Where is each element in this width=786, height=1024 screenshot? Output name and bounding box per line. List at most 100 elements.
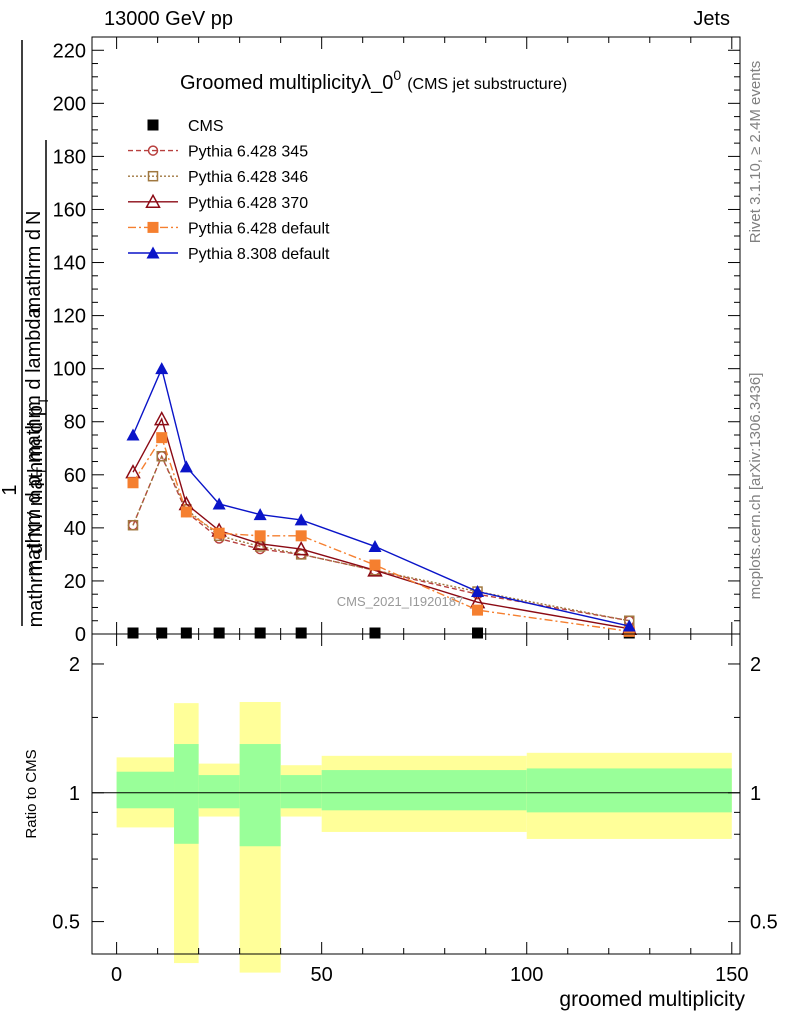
y-tick-label: 200 — [53, 93, 86, 115]
ratio-band-inner — [239, 744, 281, 847]
legend-p370-point — [145, 193, 161, 209]
p8def-point — [622, 619, 636, 632]
legend: CMS Pythia 6.428 345 Pythia 6.428 346 Pythi… — [128, 118, 330, 263]
p370-point — [293, 541, 309, 556]
p8def-point — [471, 585, 485, 598]
legend-label: Pythia 6.428 370 — [188, 195, 308, 212]
y-tick-label: 180 — [53, 146, 86, 168]
legend-item-p6def: Pythia 6.428 default — [128, 220, 330, 237]
y-tick-label: 220 — [53, 40, 86, 62]
p346-point — [127, 519, 139, 531]
ratio-y-tick-label: 0.5 — [52, 912, 80, 934]
p370-point — [153, 411, 170, 426]
p6def-point — [254, 530, 266, 542]
y-tick-label: 60 — [64, 465, 86, 487]
p6def-point — [369, 559, 381, 571]
cms-point — [472, 627, 484, 639]
y-tick-label: 120 — [53, 306, 86, 328]
ratio-band-inner — [526, 768, 732, 813]
ratio-y-tick-label: 1 — [69, 783, 80, 805]
ratio-band-inner — [174, 744, 199, 844]
p6def-point — [180, 506, 192, 518]
main-axis-ticks: 0 20 40 60 80 100 120 140 160 180 200 220 — [53, 36, 740, 646]
y-tick-label: 80 — [64, 412, 86, 434]
legend-p346-point — [147, 170, 159, 182]
p8def-point — [212, 497, 226, 510]
p8def-point — [294, 513, 308, 526]
ylabel-top-denominator: mathrm d pTmathrm d lambda — [23, 306, 49, 576]
cms-point — [180, 627, 192, 639]
analysis-watermark: CMS_2021_I1920187 — [337, 594, 464, 609]
x-tick-label: 100 — [510, 964, 543, 986]
cms-point — [369, 627, 381, 639]
ylabel-denominator: mathrm d N / mathrm d pT — [25, 396, 51, 627]
p370-point — [252, 535, 268, 551]
rivet-version-label: Rivet 3.1.10, ≥ 2.4M events — [747, 61, 764, 244]
x-tick-label: 0 — [111, 964, 122, 986]
legend-p345-point — [147, 145, 159, 156]
p6def-point — [127, 477, 139, 489]
ratio-y-tick-label-right: 1 — [750, 783, 761, 805]
legend-label: CMS — [188, 118, 224, 135]
x-tick-label: 50 — [311, 964, 333, 986]
legend-item-p345: Pythia 6.428 345 — [128, 144, 308, 161]
series-p8def — [126, 362, 636, 632]
cms-point — [254, 627, 266, 639]
legend-item-cms: CMS — [147, 118, 224, 135]
p8def-point — [155, 362, 169, 375]
p8def-point — [368, 539, 382, 552]
ratio-band-inner — [280, 775, 322, 809]
legend-item-p370: Pythia 6.428 370 — [128, 193, 308, 212]
main-panel: 0 20 40 60 80 100 120 140 160 180 200 220 — [53, 36, 741, 646]
cms-point — [295, 627, 307, 639]
legend-label: Pythia 6.428 default — [188, 220, 330, 237]
ratio-axis-ticks: 0.5 0.5 1 1 2 2 0 50 100 150 — [52, 634, 778, 986]
ratio-y-tick-label: 2 — [69, 654, 80, 676]
y-tick-label: 100 — [53, 359, 86, 381]
legend-label: Pythia 6.428 346 — [188, 169, 308, 186]
x-axis-label: groomed multiplicity — [559, 988, 745, 1011]
legend-item-p8def: Pythia 8.308 default — [128, 246, 330, 263]
p346-point — [156, 450, 167, 462]
p6def-point — [156, 432, 168, 444]
y-tick-label: 40 — [64, 518, 86, 540]
ratio-band-inner — [116, 771, 175, 809]
p8def-line — [132, 366, 630, 627]
p6def-point — [295, 530, 307, 542]
ratio-band-inner — [321, 770, 527, 811]
collision-energy-label: 13000 GeV pp — [104, 8, 233, 30]
ratio-y-tick-label-right: 2 — [750, 654, 761, 676]
analysis-group-label: Jets — [693, 8, 730, 30]
p6def-point — [213, 527, 225, 539]
y-tick-label: 20 — [64, 571, 86, 593]
ylabel-outer-numerator: 1 — [0, 484, 21, 495]
main-ylabel: mathrm dN mathrm d pTmathrm d lambda 1 — [0, 40, 49, 626]
mcplots-reference-label: mcplots.cern.ch [arXiv:1306.3436] — [747, 373, 764, 600]
legend-p8def-point — [146, 246, 160, 259]
legend-label: Pythia 8.308 default — [188, 246, 330, 263]
legend-p6def-point — [147, 221, 159, 233]
series-cms — [127, 627, 635, 639]
y-tick-label: 0 — [75, 624, 86, 646]
plot-title: Groomed multiplicityλ_00(CMS jet substru… — [180, 67, 567, 94]
ratio-panel-frame — [91, 633, 741, 955]
p8def-point — [179, 460, 193, 473]
cms-point — [127, 627, 139, 639]
p8def-point — [253, 508, 267, 521]
x-tick-label: 150 — [715, 964, 748, 986]
legend-cms-point — [147, 119, 159, 131]
p346-line — [132, 454, 630, 622]
ratio-ylabel: Ratio to CMS — [23, 749, 40, 838]
ylabel-top-numerator: mathrm dN — [23, 211, 45, 314]
ratio-panel: 0.5 0.5 1 1 2 2 0 50 100 150 — [52, 633, 778, 986]
p6def-point — [472, 604, 484, 616]
legend-item-p346: Pythia 6.428 346 — [128, 169, 308, 186]
p8def-point — [126, 428, 140, 441]
cms-point — [213, 627, 225, 639]
main-series-group — [125, 362, 638, 639]
ratio-uncertainty-bands — [92, 701, 740, 973]
cms-point — [156, 627, 168, 639]
y-tick-label: 140 — [53, 253, 86, 275]
legend-label: Pythia 6.428 345 — [188, 144, 308, 161]
